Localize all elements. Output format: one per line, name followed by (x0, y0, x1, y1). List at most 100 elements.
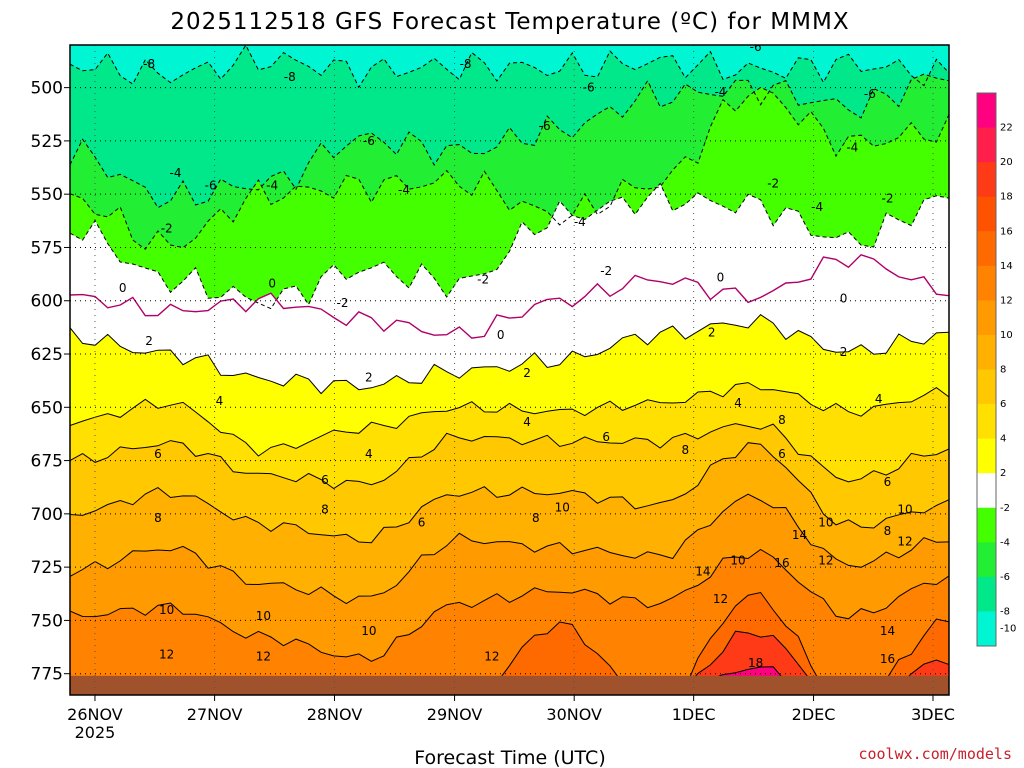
colorbar-label: -10 (1000, 624, 1016, 635)
y-tick-label: 650 (31, 398, 63, 418)
contour-layer: -8 -8 -8 -6 -6 -6 -6 -6 -6 -4 -4 -4 -4 -4 -4 -4 -2 -2 -2 -2… (70, 40, 949, 695)
y-axis: 500 525 550 575 600 625 650 675 700 725 750 775 (31, 79, 70, 685)
contour-label: -2 (477, 272, 489, 286)
contour-label: 0 (119, 281, 127, 295)
x-year-label: 2025 (75, 723, 116, 742)
contour-label: 8 (681, 443, 689, 457)
contour-label: -6 (205, 179, 217, 193)
contour-label: -2 (600, 264, 612, 278)
y-tick-label: 600 (31, 292, 63, 312)
contour-label: -6 (750, 40, 762, 54)
y-tick-label: 625 (31, 345, 63, 365)
colorbar-swatch (977, 265, 996, 301)
contour-label: 8 (884, 524, 892, 538)
colorbar-label: -6 (1000, 572, 1010, 583)
x-tick-label: 28NOV (307, 705, 363, 724)
colorbar-swatch (977, 300, 996, 336)
contour-label: 12 (159, 648, 174, 662)
colorbar-label: -8 (1000, 606, 1010, 617)
contour-label: 10 (555, 500, 570, 514)
x-axis-label: Forecast Time (UTC) (414, 747, 605, 768)
colorbar-swatch (977, 404, 996, 440)
contour-label: 0 (717, 270, 725, 284)
x-tick-label: 3DEC (911, 705, 955, 724)
contour-label: -4 (574, 215, 586, 229)
contour-label: 2 (145, 334, 153, 348)
colorbar-frame (976, 92, 997, 647)
contour-label: -4 (846, 140, 858, 154)
contour-label: 14 (792, 528, 807, 542)
colorbar-label: 6 (1000, 399, 1006, 410)
contour-label: 2 (708, 326, 716, 340)
contour-label: 16 (774, 556, 789, 570)
contour-label: 2 (365, 370, 373, 384)
contour-label: -4 (398, 183, 410, 197)
contour-label: -2 (337, 296, 349, 310)
colorbar-legend: 22 20 18 16 14 12 10 8 6 4 2 -2 -4 -6 -8 -10 (976, 92, 1016, 647)
isotherm-line-6 (70, 423, 949, 490)
contour-label: 6 (321, 473, 329, 487)
colorbar-label: -2 (1000, 503, 1010, 514)
isotherm-line-0 (70, 254, 949, 339)
contour-label: 4 (523, 415, 531, 429)
x-tick-label: 1DEC (672, 705, 716, 724)
contour-label: -8 (143, 57, 155, 71)
contour-label: -6 (864, 87, 876, 101)
contour-label: -2 (161, 221, 173, 235)
contour-label: 6 (778, 447, 786, 461)
colorbar-swatch (977, 93, 996, 129)
contour-label: 12 (713, 592, 728, 606)
isotherm-line--2 (70, 182, 949, 310)
colorbar-label: 10 (1000, 330, 1013, 341)
contour-label: 10 (730, 554, 745, 568)
contour-label: -6 (363, 134, 375, 148)
contour-label: -4 (714, 85, 726, 99)
colorbar-label: 8 (1000, 365, 1006, 376)
plot-frame (69, 44, 950, 696)
x-tick-label: 2DEC (792, 705, 836, 724)
colorbar-label: 4 (1000, 434, 1006, 445)
contour-label: 18 (748, 656, 763, 670)
colorbar-label: 16 (1000, 226, 1013, 237)
contour-label: 0 (497, 328, 505, 342)
temperature-band-14 (484, 592, 949, 695)
isotherm-line-10 (70, 493, 949, 605)
contour-label: 2 (840, 345, 848, 359)
credit-text: coolwx.com/models (858, 745, 1012, 763)
contour-label: 4 (875, 392, 883, 406)
colorbar-swatch (977, 334, 996, 370)
contour-label: 10 (256, 609, 271, 623)
colorbar-swatch (977, 127, 996, 163)
y-tick-label: 500 (31, 79, 63, 99)
contour-label: -2 (767, 177, 779, 191)
colorbar-label: 20 (1000, 157, 1013, 168)
contour-label: 14 (880, 624, 895, 638)
contour-label: 8 (532, 511, 540, 525)
contour-label: 6 (418, 515, 426, 529)
colorbar-swatch (977, 576, 996, 612)
contour-label: 4 (365, 447, 373, 461)
contour-label: -6 (539, 119, 551, 133)
contour-label: 10 (897, 503, 912, 517)
y-tick-label: 550 (31, 185, 63, 205)
contour-label: 2 (523, 366, 531, 380)
x-tick-label: 26NOV (67, 705, 123, 724)
x-axis: 26NOV 27NOV 28NOV 29NOV 30NOV 1DEC 2DEC 3DEC 202… (67, 695, 955, 742)
contour-label: -4 (169, 166, 181, 180)
colorbar-swatch (977, 611, 996, 647)
isotherm-line--4 (70, 86, 949, 250)
isotherm-line--6 (70, 73, 949, 209)
contour-label: -8 (460, 57, 472, 71)
contour-label: 12 (256, 650, 271, 664)
contour-label: -4 (811, 200, 823, 214)
colorbar-swatch (977, 196, 996, 232)
colorbar-swatch (977, 507, 996, 543)
y-tick-label: 775 (31, 665, 63, 685)
contour-label: 10 (818, 515, 833, 529)
contour-label: -2 (881, 191, 893, 205)
contour-label: 8 (154, 511, 162, 525)
contour-label: 12 (484, 650, 499, 664)
contour-label: 10 (361, 624, 376, 638)
isotherm-line-16 (677, 630, 949, 695)
